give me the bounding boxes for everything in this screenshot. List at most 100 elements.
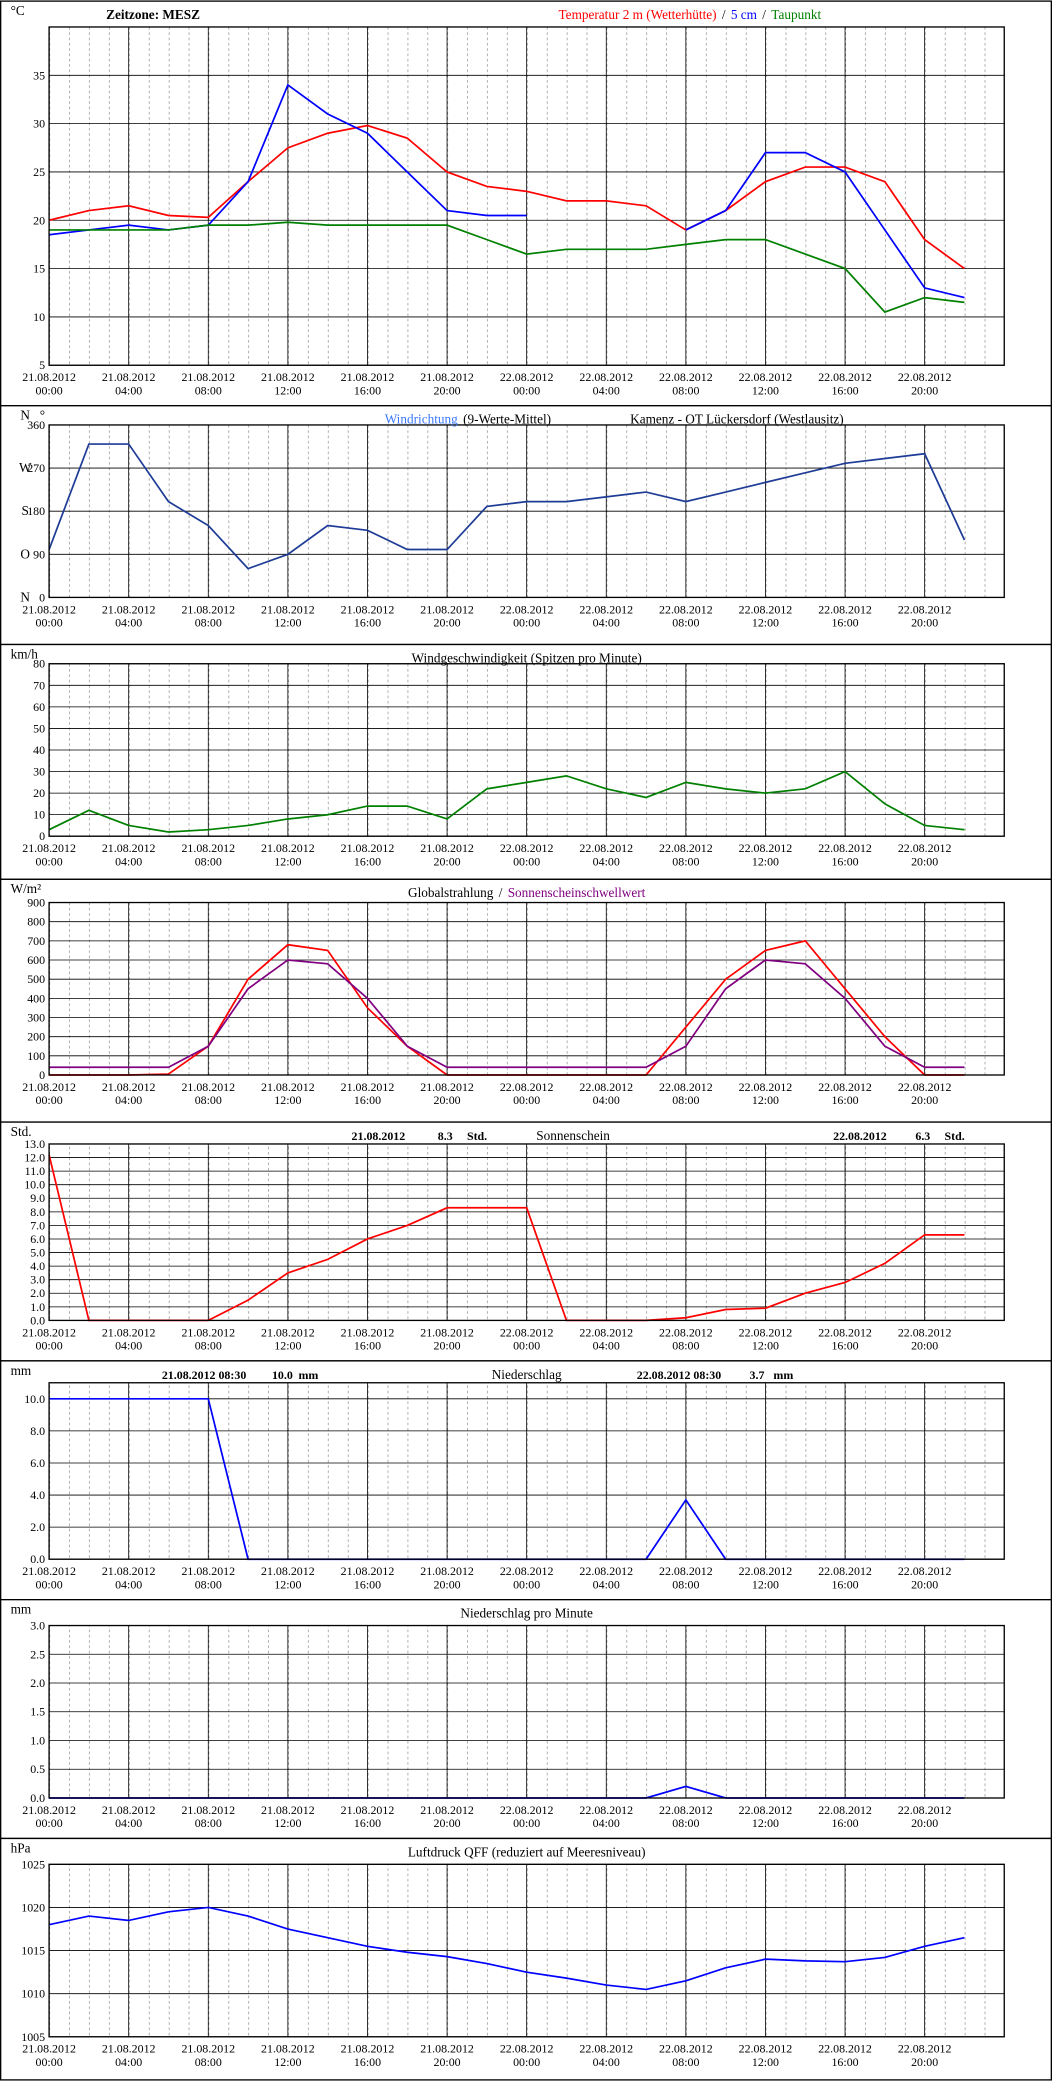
legend-entry: Globalstrahlung bbox=[408, 885, 494, 900]
x-tick-label: 22.08.2012 08:00 bbox=[659, 841, 713, 868]
x-tick-label: 21.08.2012 16:00 bbox=[341, 1080, 395, 1107]
x-tick-label: 22.08.2012 16:00 bbox=[818, 370, 872, 397]
x-tick-label: 21.08.2012 04:00 bbox=[102, 1325, 156, 1352]
x-tick-label: 22.08.2012 20:00 bbox=[898, 2042, 952, 2069]
x-tick-label-line: 20:00 bbox=[911, 1577, 938, 1591]
x-tick-label-line: 12:00 bbox=[274, 616, 301, 630]
x-tick-label: 21.08.2012 00:00 bbox=[22, 1564, 76, 1591]
y-tick-label: 100 bbox=[27, 1049, 45, 1063]
x-tick-label-line: 04:00 bbox=[115, 1816, 142, 1830]
title-separator: / bbox=[722, 7, 726, 22]
y-tick-label: 5.0 bbox=[30, 1246, 45, 1260]
x-tick-label: 22.08.2012 16:00 bbox=[818, 841, 872, 868]
x-tick-label-line: 16:00 bbox=[354, 616, 381, 630]
x-tick-label-line: 00:00 bbox=[36, 2055, 63, 2069]
x-tick-label-line: 22.08.2012 bbox=[898, 1564, 952, 1578]
y-tick-label: 6.0 bbox=[30, 1456, 45, 1470]
x-tick-label: 22.08.2012 16:00 bbox=[818, 1325, 872, 1352]
x-tick-label-line: 21.08.2012 bbox=[261, 1564, 315, 1578]
y-tick-label: 40 bbox=[33, 743, 45, 757]
x-tick-label-line: 04:00 bbox=[115, 1093, 142, 1107]
x-tick-label-line: 22.08.2012 bbox=[579, 1325, 633, 1339]
x-tick-label-line: 00:00 bbox=[513, 616, 540, 630]
x-tick-label-line: 21.08.2012 bbox=[420, 1803, 474, 1817]
x-tick-label-line: 21.08.2012 bbox=[420, 2042, 474, 2056]
y-tick-letter: N bbox=[20, 589, 30, 604]
x-tick-label-line: 22.08.2012 bbox=[739, 370, 793, 384]
x-tick-label-line: 08:00 bbox=[195, 616, 222, 630]
x-tick-label-line: 08:00 bbox=[672, 1093, 699, 1107]
y-tick-label: 10 bbox=[33, 310, 45, 324]
x-tick-label-line: 21.08.2012 bbox=[261, 370, 315, 384]
x-tick-label-line: 22.08.2012 bbox=[898, 841, 952, 855]
y-tick-label: 4.0 bbox=[30, 1259, 45, 1273]
x-tick-label: 22.08.2012 00:00 bbox=[500, 2042, 554, 2069]
x-tick-label: 21.08.2012 12:00 bbox=[261, 370, 315, 397]
x-tick-label-line: 21.08.2012 bbox=[420, 1325, 474, 1339]
x-tick-label: 21.08.2012 16:00 bbox=[341, 1325, 395, 1352]
x-tick-label-line: 21.08.2012 bbox=[181, 1325, 235, 1339]
y-axis-label: mm bbox=[11, 1602, 32, 1617]
x-tick-label-line: 08:00 bbox=[195, 1339, 222, 1353]
total-unit: mm bbox=[298, 1368, 318, 1382]
plot-frame bbox=[48, 26, 1005, 366]
x-tick-label: 22.08.2012 12:00 bbox=[739, 1080, 793, 1107]
x-tick-label-line: 21.08.2012 bbox=[22, 2042, 76, 2056]
x-tick-label: 22.08.2012 08:00 bbox=[659, 602, 713, 629]
y-tick-label: 2.0 bbox=[30, 1520, 45, 1534]
x-tick-label: 21.08.2012 12:00 bbox=[261, 2042, 315, 2069]
x-tick-label: 21.08.2012 12:00 bbox=[261, 602, 315, 629]
x-tick-label-line: 00:00 bbox=[513, 1339, 540, 1353]
x-tick-label-line: 20:00 bbox=[433, 2055, 460, 2069]
x-tick-label-line: 08:00 bbox=[672, 2055, 699, 2069]
x-tick-label: 21.08.2012 08:00 bbox=[181, 370, 235, 397]
x-tick-label-line: 08:00 bbox=[195, 1577, 222, 1591]
total-unit: mm bbox=[773, 1368, 793, 1382]
x-tick-label: 21.08.2012 12:00 bbox=[261, 1803, 315, 1830]
x-tick-label-line: 22.08.2012 bbox=[898, 1803, 952, 1817]
x-tick-label-line: 22.08.2012 bbox=[659, 841, 713, 855]
x-tick-label-line: 04:00 bbox=[593, 2055, 620, 2069]
x-tick-label-line: 16:00 bbox=[831, 1339, 858, 1353]
y-tick-letter: N bbox=[20, 408, 30, 423]
total-unit: Std. bbox=[945, 1129, 965, 1143]
total-date: 21.08.2012 bbox=[352, 1129, 406, 1143]
x-tick-label-line: 20:00 bbox=[433, 1577, 460, 1591]
y-tick-label: 30 bbox=[33, 765, 45, 779]
plot-frame bbox=[48, 1382, 1005, 1560]
y-tick-label: 0.0 bbox=[30, 1552, 45, 1566]
x-tick-label-line: 08:00 bbox=[195, 2055, 222, 2069]
y-tick-label: 1005 bbox=[21, 2030, 45, 2044]
x-tick-label-line: 22.08.2012 bbox=[898, 1325, 952, 1339]
x-tick-label-line: 21.08.2012 bbox=[181, 370, 235, 384]
x-tick-label-line: 22.08.2012 bbox=[500, 1325, 554, 1339]
subtitle: (9-Werte-Mittel) bbox=[463, 412, 551, 427]
x-tick-label-line: 22.08.2012 bbox=[579, 1803, 633, 1817]
x-tick-label-line: 21.08.2012 bbox=[261, 841, 315, 855]
x-tick-label: 22.08.2012 12:00 bbox=[739, 2042, 793, 2069]
title-separator: / bbox=[499, 885, 503, 900]
x-tick-label-line: 04:00 bbox=[115, 383, 142, 397]
x-tick-label-line: 22.08.2012 bbox=[739, 1803, 793, 1817]
y-tick-label: 180 bbox=[27, 504, 45, 518]
y-tick-label: 60 bbox=[33, 700, 45, 714]
x-tick-label-line: 12:00 bbox=[752, 1339, 779, 1353]
plot-frame bbox=[48, 424, 1005, 599]
legend-entry: Sonnenscheinschwellwert bbox=[508, 885, 646, 900]
x-tick-label-line: 20:00 bbox=[911, 1816, 938, 1830]
y-tick-letter: W bbox=[19, 460, 32, 475]
y-tick-label: 3.0 bbox=[30, 1273, 45, 1287]
y-tick-label: 8.0 bbox=[30, 1205, 45, 1219]
y-tick-label: 30 bbox=[33, 117, 45, 131]
x-tick-label: 22.08.2012 20:00 bbox=[898, 1325, 952, 1352]
x-tick-label-line: 21.08.2012 bbox=[261, 1080, 315, 1094]
y-tick-label: 500 bbox=[27, 972, 45, 986]
x-tick-label-line: 04:00 bbox=[115, 616, 142, 630]
y-tick-label: 1.0 bbox=[30, 1300, 45, 1314]
y-axis-label: mm bbox=[11, 1363, 32, 1378]
total-value: 6.3 bbox=[915, 1129, 930, 1143]
x-tick-label-line: 00:00 bbox=[36, 1577, 63, 1591]
y-tick-label: 90 bbox=[33, 547, 45, 561]
